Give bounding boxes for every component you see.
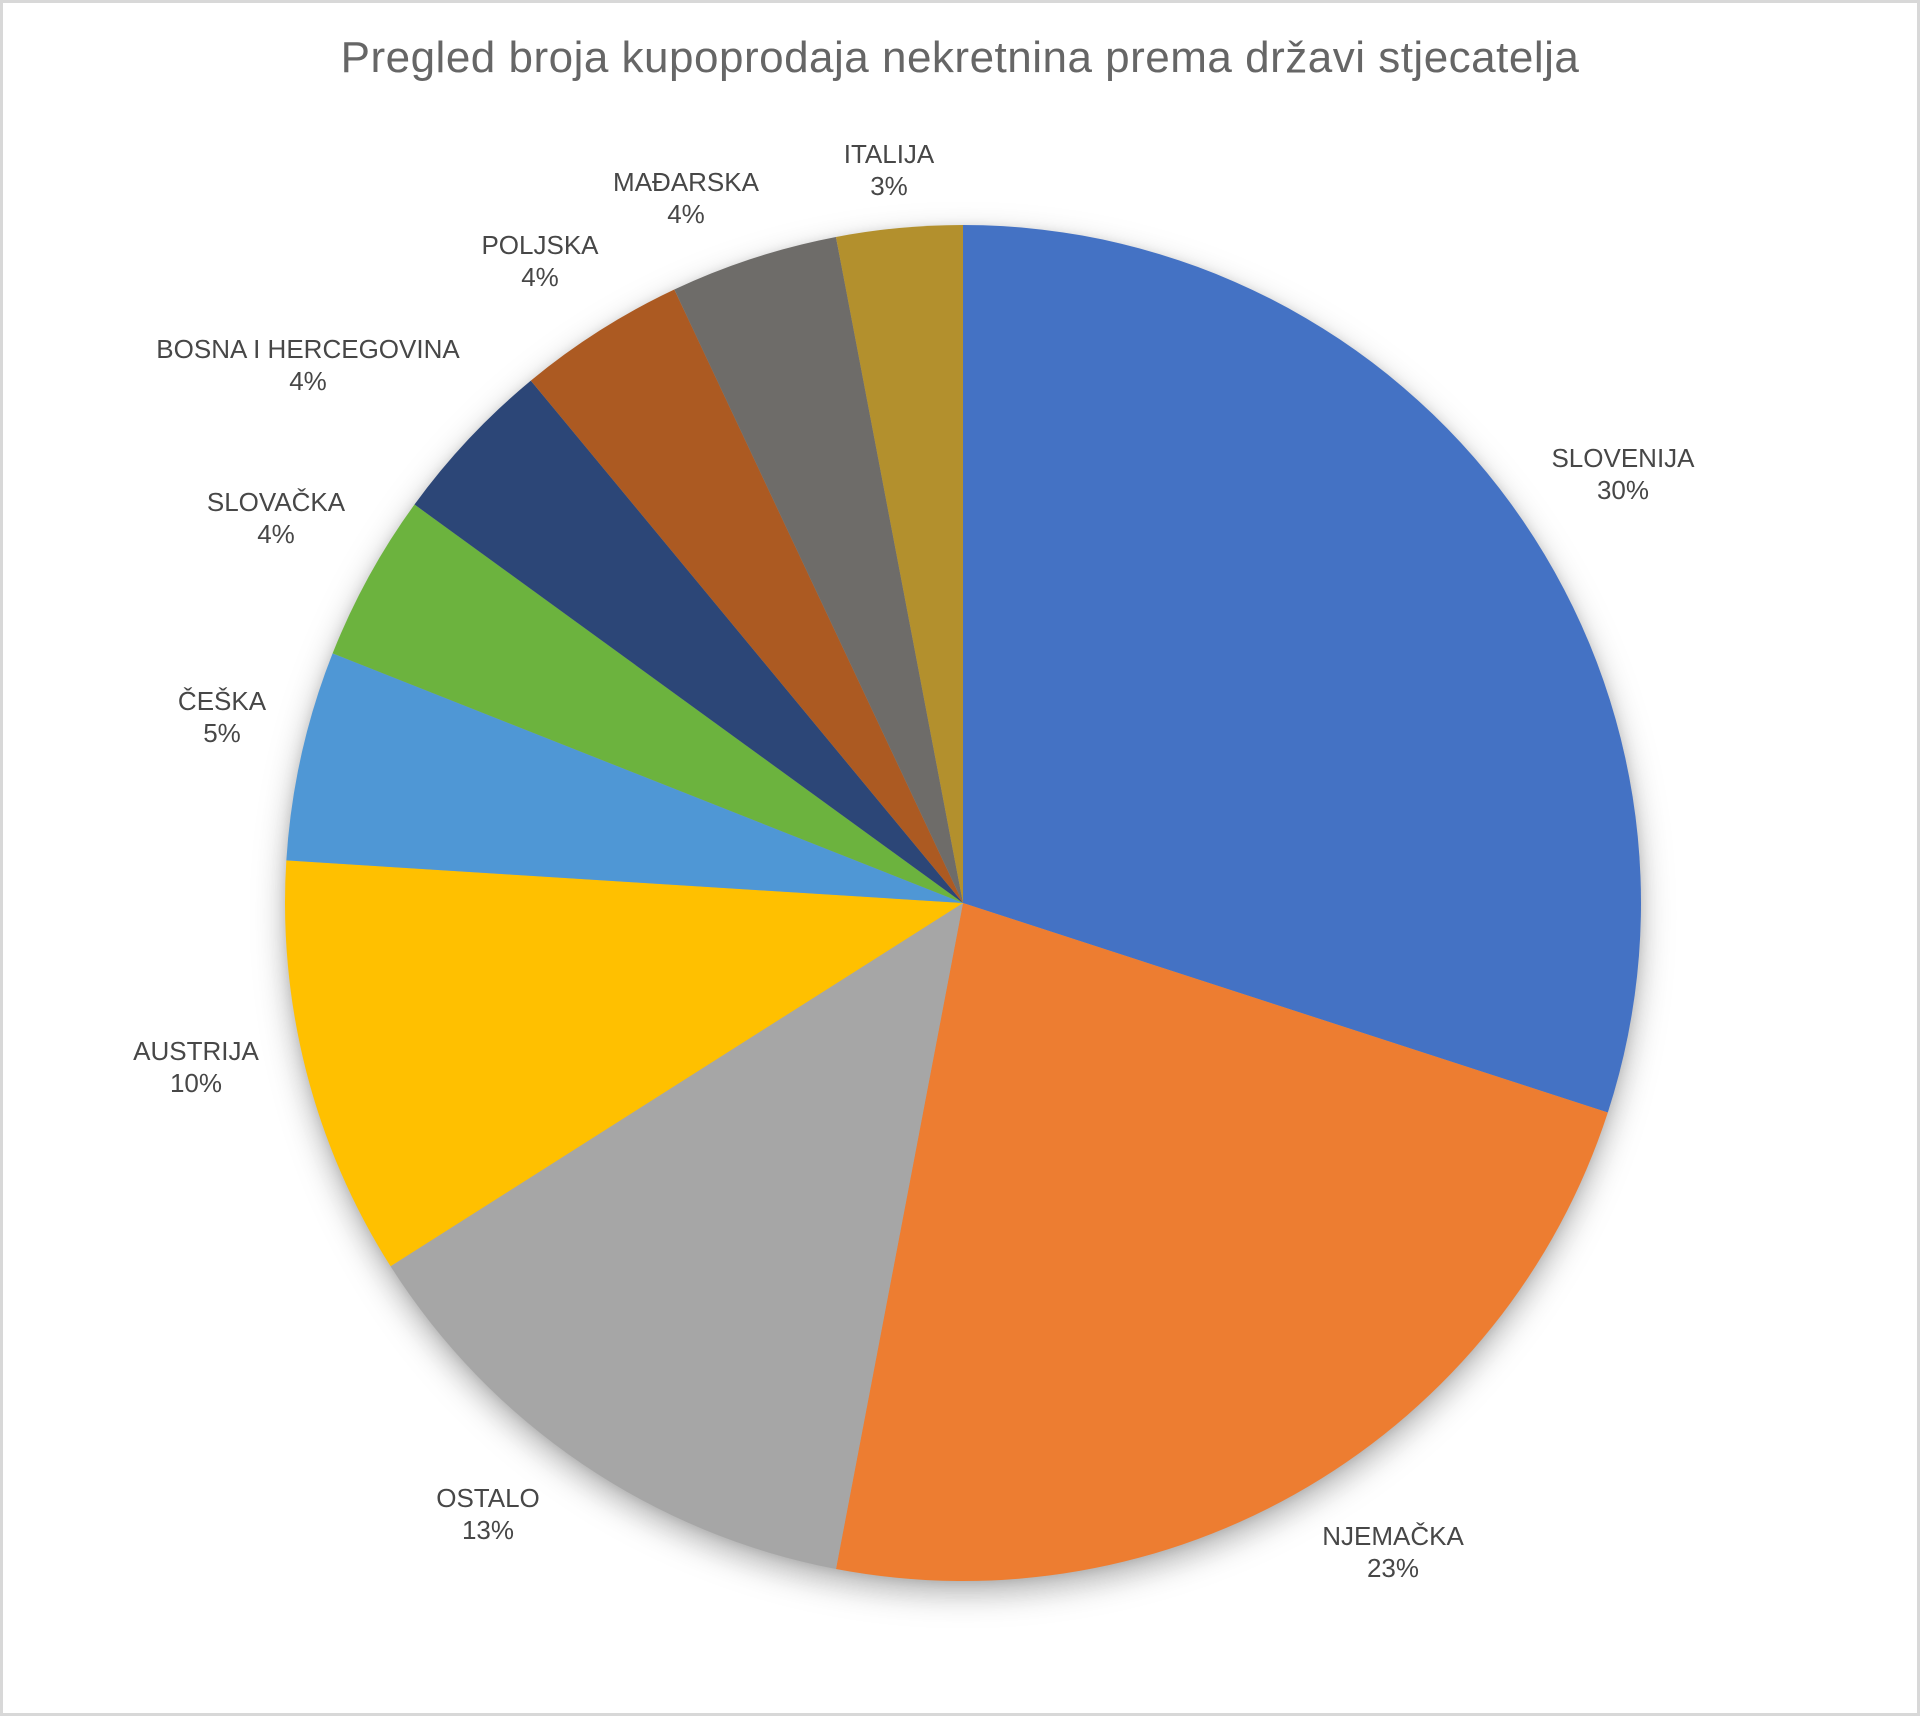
pie-slice-ceska[interactable] xyxy=(286,653,964,903)
pie-chart xyxy=(285,225,1642,1581)
pie-slice-njemacka[interactable] xyxy=(835,903,1608,1581)
chart-title: Pregled broja kupoprodaja nekretnina pre… xyxy=(340,33,1580,82)
pie-slice-ostalo[interactable] xyxy=(390,903,963,1569)
pie-slice-bosna-i-hercegovina[interactable] xyxy=(414,380,963,904)
pie-slice-slovenija[interactable] xyxy=(963,225,1642,1113)
pie-slice-poljska[interactable] xyxy=(530,289,963,903)
pie-slice-madarska[interactable] xyxy=(674,237,963,903)
pie-slice-austrija[interactable] xyxy=(285,860,964,1267)
pie-slice-slovacka[interactable] xyxy=(332,504,963,903)
pie-slice-italija[interactable] xyxy=(835,225,963,903)
